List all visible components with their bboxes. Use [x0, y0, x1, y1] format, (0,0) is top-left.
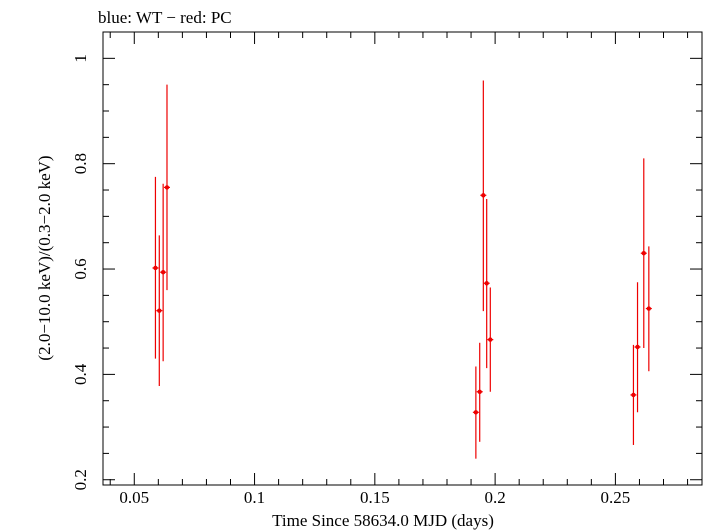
x-tick-label: 0.2 — [484, 488, 505, 507]
data-point — [641, 251, 646, 256]
data-point — [160, 269, 166, 275]
y-tick-label: 0.6 — [71, 258, 90, 279]
data-point — [484, 281, 489, 286]
chart-title: blue: WT − red: PC — [98, 8, 232, 27]
data-point — [635, 344, 640, 350]
x-tick-label: 0.05 — [119, 488, 149, 507]
data-point — [153, 265, 158, 271]
x-tick-label: 0.25 — [601, 488, 631, 507]
y-tick-label: 1 — [71, 54, 90, 63]
data-point — [646, 306, 652, 311]
y-tick-label: 0.2 — [71, 469, 90, 490]
x-axis-ticks: 0.05 0.1 0.15 0.2 0.25 — [109, 32, 689, 507]
data-point — [488, 337, 493, 342]
x-tick-label: 0.1 — [244, 488, 265, 507]
x-axis-title: Time Since 58634.0 MJD (days) — [272, 511, 494, 530]
y-tick-label: 0.4 — [71, 363, 90, 385]
data-points — [152, 80, 652, 459]
y-axis-ticks: 0.2 0.4 0.6 0.8 1 — [71, 54, 702, 490]
data-point — [631, 392, 636, 398]
data-point — [481, 193, 486, 198]
data-point — [164, 185, 170, 190]
data-point — [157, 308, 162, 313]
plot-frame — [102, 31, 703, 486]
x-tick-label: 0.15 — [360, 488, 390, 507]
y-tick-label: 0.8 — [71, 153, 90, 174]
data-point — [477, 389, 482, 394]
data-point — [473, 410, 479, 415]
y-axis-title: (2.0−10.0 keV)/(0.3−2.0 keV) — [35, 155, 54, 360]
